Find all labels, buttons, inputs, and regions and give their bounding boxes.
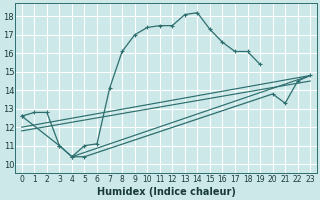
X-axis label: Humidex (Indice chaleur): Humidex (Indice chaleur): [97, 187, 236, 197]
